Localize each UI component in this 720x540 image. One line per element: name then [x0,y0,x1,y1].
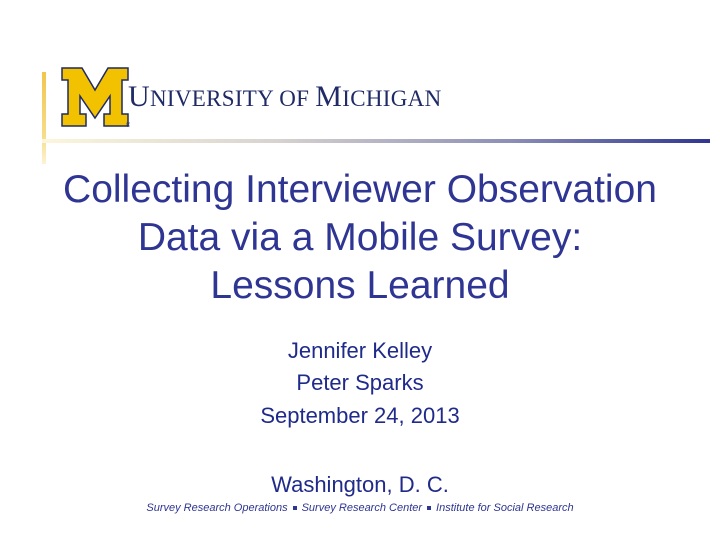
footer-item-src: Survey Research Center [301,502,423,514]
author-2: Peter Sparks [296,370,424,395]
decorative-vertical-bar [42,72,46,164]
university-block-m-logo: ® [61,67,130,128]
footer-item-sro: Survey Research Operations [146,502,288,514]
footer-affiliations: Survey Research Operations Survey Researc… [0,502,720,514]
decorative-horizontal-rule [42,139,710,143]
author-1: Jennifer Kelley [287,338,433,363]
presentation-title: Collecting Interviewer Observation Data … [0,166,720,310]
square-bullet-icon [427,506,432,511]
square-bullet-icon [292,506,297,511]
title-line-1: Collecting Interviewer Observation [63,168,657,211]
title-line-3: Lessons Learned [210,264,510,307]
title-line-2: Data via a Mobile Survey: [137,216,583,259]
presentation-location: Washington, D. C. [271,472,449,497]
svg-text:®: ® [126,122,130,128]
university-wordmark: UNIVERSITY OF MICHIGAN [128,80,442,113]
footer-item-isr: Institute for Social Research [436,502,574,514]
presentation-date: September 24, 2013 [260,403,460,428]
